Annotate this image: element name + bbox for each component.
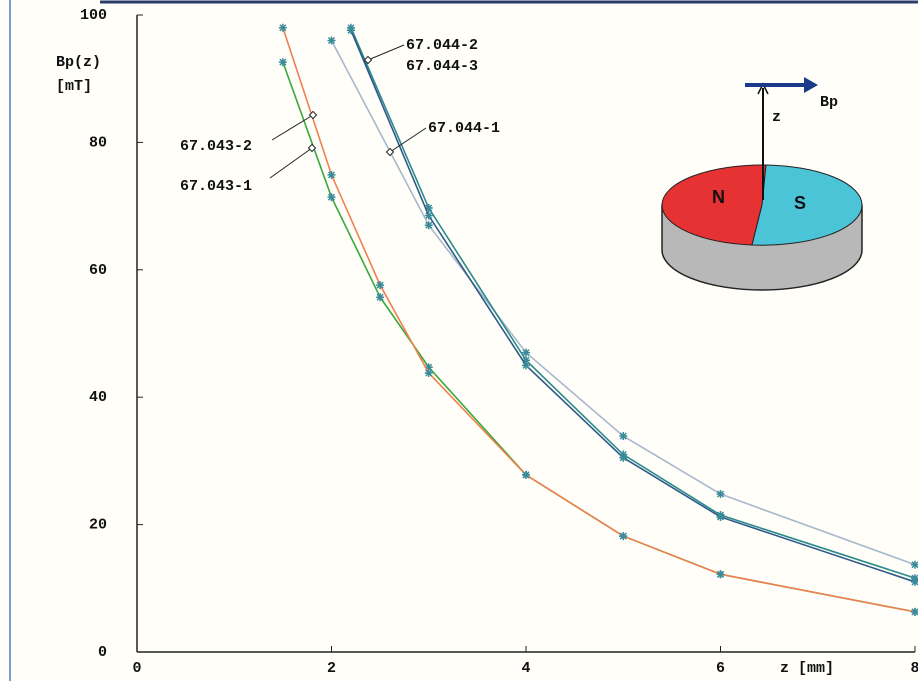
x-tick-label: 2 bbox=[327, 660, 336, 677]
series-label: 67.043-1 bbox=[180, 178, 252, 195]
data-point bbox=[717, 490, 725, 498]
data-point bbox=[425, 369, 433, 377]
data-point bbox=[522, 471, 530, 479]
data-point bbox=[717, 513, 725, 521]
data-point bbox=[911, 561, 918, 569]
y-axis-unit: [mT] bbox=[56, 78, 92, 95]
data-point bbox=[279, 58, 287, 66]
y-tick-label: 40 bbox=[89, 389, 107, 406]
data-point bbox=[376, 293, 384, 301]
data-point bbox=[328, 171, 336, 179]
data-point bbox=[619, 532, 627, 540]
y-tick-label: 20 bbox=[89, 517, 107, 534]
data-point bbox=[328, 193, 336, 201]
data-point bbox=[619, 432, 627, 440]
data-point bbox=[911, 608, 918, 616]
series-label: 67.044-2 bbox=[406, 37, 478, 54]
inset-label: z bbox=[772, 109, 781, 126]
inset-label: N bbox=[712, 187, 725, 207]
data-point bbox=[279, 24, 287, 32]
x-axis-label: z [mm] bbox=[780, 660, 834, 677]
y-tick-label: 100 bbox=[80, 7, 107, 24]
data-point bbox=[425, 221, 433, 229]
y-axis-label: Bp(z) bbox=[56, 54, 101, 71]
data-point bbox=[911, 578, 918, 586]
y-tick-label: 0 bbox=[98, 644, 107, 661]
data-point bbox=[376, 281, 384, 289]
inset-label: Bp bbox=[820, 94, 838, 111]
data-point bbox=[522, 361, 530, 369]
data-point bbox=[717, 570, 725, 578]
x-tick-label: 4 bbox=[521, 660, 530, 677]
data-point bbox=[425, 212, 433, 220]
series-label: 67.044-3 bbox=[406, 58, 478, 75]
y-tick-label: 60 bbox=[89, 262, 107, 279]
series-label: 67.044-1 bbox=[428, 120, 500, 137]
data-point bbox=[619, 454, 627, 462]
data-point bbox=[347, 26, 355, 34]
y-tick-label: 80 bbox=[89, 134, 107, 151]
series-label: 67.043-2 bbox=[180, 138, 252, 155]
x-tick-label: 0 bbox=[132, 660, 141, 677]
x-tick-label: 6 bbox=[716, 660, 725, 677]
chart: Bp(z) [mT] z [mm] z Bp N S 0 20 40 60 80 100 0… bbox=[0, 0, 918, 681]
inset-label: S bbox=[794, 193, 806, 213]
data-point bbox=[328, 36, 336, 44]
x-tick-label: 8 bbox=[910, 660, 918, 677]
